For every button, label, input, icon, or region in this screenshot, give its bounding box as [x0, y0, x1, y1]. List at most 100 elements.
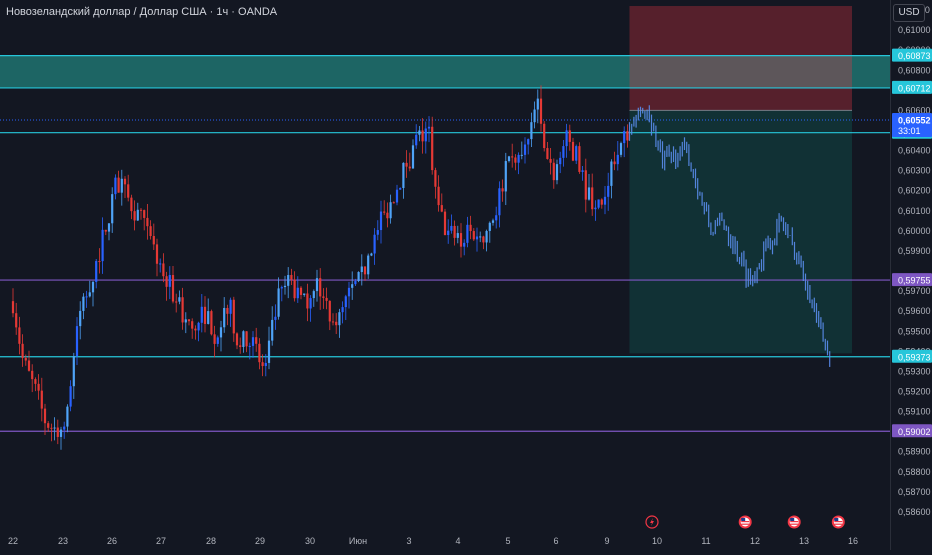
candle-body: [415, 134, 418, 146]
candle-body: [322, 296, 325, 298]
candle-body: [427, 126, 431, 129]
candle-body: [459, 233, 463, 247]
candle-body: [386, 212, 389, 219]
candle-body: [290, 275, 293, 280]
candle-body: [395, 189, 399, 203]
candle-body: [165, 276, 168, 287]
candle-body: [184, 319, 187, 323]
candle-body: [232, 299, 235, 334]
candle-body: [91, 281, 95, 293]
candle-body: [594, 207, 597, 210]
candle-body: [411, 145, 415, 169]
stop-loss-zone: [629, 6, 852, 111]
candle-body: [341, 307, 344, 313]
candle-body: [114, 177, 117, 195]
currency-button[interactable]: USD: [893, 4, 925, 22]
candle-body: [168, 275, 171, 287]
time-tick-label: 9: [604, 536, 609, 546]
candle-body: [98, 261, 101, 263]
candle-body: [82, 296, 85, 311]
candle-body: [472, 231, 475, 240]
candle-body: [146, 217, 149, 227]
candle-body: [533, 109, 536, 123]
price-tick-label: 0,60400: [898, 146, 931, 156]
candle-body: [319, 278, 322, 297]
candle-body: [536, 98, 539, 110]
candle-body: [120, 178, 123, 193]
candle-body: [498, 188, 501, 216]
candle-body: [133, 211, 136, 221]
price-tick-label: 0,60300: [898, 166, 931, 176]
level-price-tag: [892, 424, 932, 438]
time-tick-label: 16: [848, 536, 858, 546]
candle-body: [555, 164, 559, 181]
candle-body: [56, 427, 59, 437]
candle-body: [626, 131, 629, 141]
candle-body: [405, 162, 408, 167]
candle-body: [59, 429, 63, 437]
candle-body: [75, 326, 79, 357]
candle-body: [469, 224, 472, 232]
candle-body: [530, 122, 533, 140]
time-tick-label: 12: [750, 536, 760, 546]
flag-stripe: [741, 521, 750, 523]
level-price-label: 0,60712: [898, 83, 931, 93]
candle-body: [488, 222, 491, 231]
candle-body: [117, 177, 120, 193]
candle-body: [50, 427, 53, 429]
candle-body: [53, 427, 56, 429]
candle-body: [539, 98, 543, 124]
candle-body: [603, 196, 607, 205]
candle-body: [584, 170, 587, 200]
time-tick-label: 4: [455, 536, 460, 546]
candle-body: [325, 297, 328, 301]
time-tick-label: 27: [156, 536, 166, 546]
candle-body: [571, 141, 575, 161]
candle-body: [418, 130, 421, 135]
candle-body: [338, 312, 341, 326]
candle-body: [565, 130, 568, 147]
level-price-label: 0,60873: [898, 51, 931, 61]
candle-body: [315, 278, 319, 292]
candle-body: [72, 356, 75, 387]
time-tick-label: Июн: [349, 536, 367, 546]
candle-body: [280, 287, 283, 289]
resistance-zone: [0, 55, 890, 88]
candle-body: [357, 272, 360, 282]
candle-body: [312, 291, 315, 299]
symbol-title: Новозеландский доллар / Доллар США · 1ч …: [6, 6, 278, 18]
level-price-label: 0,59373: [898, 352, 931, 362]
candle-body: [373, 234, 376, 254]
candle-body: [40, 390, 43, 409]
candle-body: [335, 321, 338, 326]
candle-body: [85, 296, 88, 298]
candle-body: [549, 158, 552, 163]
flag-canton: [741, 518, 746, 521]
level-price-label: 0,59002: [898, 427, 931, 437]
candle-body: [152, 236, 155, 245]
time-tick-label: 11: [701, 536, 710, 546]
candle-body: [95, 261, 98, 282]
candle-body: [408, 166, 411, 169]
candle-body: [379, 211, 383, 231]
price-tick-label: 0,59900: [898, 246, 931, 256]
price-tick-label: 0,58900: [898, 447, 931, 457]
candle-body: [485, 230, 488, 243]
flag-canton: [790, 518, 795, 521]
candle-body: [453, 225, 456, 238]
candle-body: [600, 199, 603, 205]
candle-body: [482, 236, 485, 243]
candle-body: [475, 236, 479, 240]
candle-body: [613, 161, 616, 165]
candle-body: [283, 285, 287, 288]
candle-body: [616, 154, 619, 165]
candle-body: [271, 319, 274, 341]
candle-body: [178, 297, 181, 302]
candle-body: [447, 230, 450, 236]
candle-body: [511, 156, 514, 158]
candle-body: [210, 311, 213, 335]
time-tick-label: 3: [406, 536, 411, 546]
price-tick-label: 0,58800: [898, 467, 931, 477]
